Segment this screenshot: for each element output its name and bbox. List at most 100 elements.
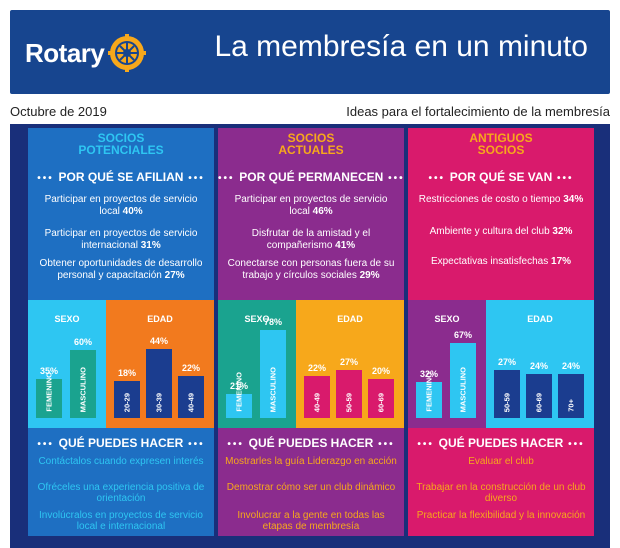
reason-text: Disfrutar de la amistad y el compañerism…	[251, 228, 371, 251]
sex-bar: 67% MASCULINO	[450, 330, 476, 418]
sex-box: SEXO 35% FEMENINO 60% MASCULINO	[28, 300, 106, 428]
tip-item: Mostrarles la guía Liderazgo en acción	[225, 456, 397, 467]
tip-item: Ofréceles una experiencia positiva de or…	[37, 482, 205, 504]
reason-text: Participar en proyectos de servicio inte…	[44, 228, 198, 251]
tips-heading-text: QUÉ PUEDES HACER	[438, 436, 564, 450]
reason-text: Participar en proyectos de servicio loca…	[234, 194, 388, 217]
reason-percent: 32%	[552, 226, 573, 237]
tagline: Ideas para el fortalecimiento de la memb…	[346, 104, 610, 119]
reason-percent: 29%	[359, 270, 380, 281]
page-header: Rotary La membresía en un minuto	[10, 10, 610, 94]
tips-heading: ••• QUÉ PUEDES HACER •••	[218, 436, 404, 450]
age-bar: 22% 40-49	[304, 363, 330, 418]
rotary-logo[interactable]: Rotary	[25, 34, 147, 72]
age-label: EDAD	[337, 314, 363, 324]
reason-item: Participar en proyectos de servicio loca…	[36, 194, 206, 218]
reason-item: Ambiente y cultura del club 32%	[416, 226, 586, 238]
reason-text: Participar en proyectos de servicio loca…	[44, 194, 198, 217]
bar-value: 32%	[419, 369, 438, 379]
age-bar: 20% 60-69	[368, 366, 394, 418]
reason-percent: 41%	[335, 240, 356, 251]
bar-value: 44%	[149, 336, 168, 346]
bar-label: 60-69	[534, 392, 544, 412]
reason-item: Conectarse con personas fuera de su trab…	[226, 258, 396, 282]
dots-left: •••	[227, 439, 249, 450]
age-bar: 22% 40-49	[178, 363, 204, 418]
age-bar: 18% 20-29	[114, 368, 140, 418]
dots-left: •••	[37, 173, 59, 184]
dots-right: •••	[563, 439, 585, 450]
demographics-band: SEXO 35% FEMENINO 60% MASCULINO EDAD 18% 20-29 4…	[28, 300, 214, 428]
column-2: SOCIOS ACTUALES ••• POR QUÉ PERMANECEN ••…	[218, 128, 404, 536]
infographic: SOCIOS POTENCIALES ••• POR QUÉ SE AFILIAN…	[10, 124, 610, 548]
sex-label: SEXO	[54, 314, 80, 324]
reason-item: Disfrutar de la amistad y el compañerism…	[226, 228, 396, 252]
tips-heading: ••• QUÉ PUEDES HACER •••	[408, 436, 594, 450]
age-box: EDAD 27% 50-59 24% 60-69 24% 70+	[486, 300, 594, 428]
sex-box: SEXO 21% FEMENINO 78% MASCULINO	[218, 300, 296, 428]
reason-item: Participar en proyectos de servicio inte…	[36, 228, 206, 252]
reasons-heading: ••• POR QUÉ PERMANECEN •••	[218, 170, 404, 184]
reason-item: Participar en proyectos de servicio loca…	[226, 194, 396, 218]
bar-label: FEMENINO	[234, 372, 244, 412]
page-title: La membresía en un minuto	[214, 30, 588, 63]
bar-label: 50-59	[502, 392, 512, 412]
tip-item: Demostrar cómo ser un club dinámico	[226, 482, 396, 493]
bar-value: 22%	[307, 363, 326, 373]
age-label: EDAD	[527, 314, 553, 324]
bar-label: 40-49	[186, 392, 196, 412]
bar-value: 20%	[371, 366, 390, 376]
column-1: SOCIOS POTENCIALES ••• POR QUÉ SE AFILIAN…	[28, 128, 214, 536]
sex-bar: 35% FEMENINO	[36, 366, 62, 418]
age-label: EDAD	[147, 314, 173, 324]
bar-label: 30-39	[154, 392, 164, 412]
tip-item: Practicar la flexibilidad y la innovació…	[416, 510, 586, 521]
reason-text: Ambiente y cultura del club	[429, 226, 550, 237]
bar-value: 18%	[117, 368, 136, 378]
tip-item: Trabajar en la construcción de un club d…	[416, 482, 586, 504]
bar-value: 27%	[339, 357, 358, 367]
age-box: EDAD 18% 20-29 44% 30-39 22% 40-49	[106, 300, 214, 428]
bar-value: 22%	[181, 363, 200, 373]
sex-bar: 21% FEMENINO	[226, 372, 252, 418]
bar-value: 35%	[39, 366, 58, 376]
bar-label: MASCULINO	[78, 366, 88, 412]
dots-left: •••	[37, 439, 59, 450]
bar-value: 24%	[561, 361, 580, 371]
dots-left: •••	[218, 173, 240, 184]
reason-text: Expectativas insatisfechas	[430, 256, 549, 267]
reason-item: Restricciones de costo o tiempo 34%	[416, 194, 586, 206]
bar-value: 60%	[73, 337, 92, 347]
bar-label: 20-29	[122, 392, 132, 412]
bar-value: 27%	[497, 357, 516, 367]
age-bar: 27% 50-59	[336, 357, 362, 418]
demographics-band: SEXO 21% FEMENINO 78% MASCULINO EDAD 22% 40-49 2…	[218, 300, 404, 428]
dots-left: •••	[428, 173, 450, 184]
bar-label: MASCULINO	[458, 366, 468, 412]
tip-item: Evaluar el club	[468, 456, 534, 467]
dots-left: •••	[417, 439, 439, 450]
reason-text: Obtener oportunidades de desarrollo pers…	[39, 258, 203, 281]
tip-item: Contáctalos cuando expresen interés	[38, 456, 204, 467]
bar-value: 24%	[529, 361, 548, 371]
reason-item: Expectativas insatisfechas 17%	[416, 256, 586, 268]
reason-percent: 31%	[140, 240, 161, 251]
reason-percent: 46%	[312, 206, 333, 217]
age-bar: 27% 50-59	[494, 357, 520, 418]
reasons-heading: ••• POR QUÉ SE VAN •••	[408, 170, 594, 184]
reasons-heading: ••• POR QUÉ SE AFILIAN •••	[28, 170, 214, 184]
dots-right: •••	[383, 173, 405, 184]
reasons-heading-text: POR QUÉ PERMANECEN	[239, 170, 384, 184]
sex-bar: 60% MASCULINO	[70, 337, 96, 418]
bar-value: 67%	[453, 330, 472, 340]
demographics-band: SEXO 32% FEMENINO 67% MASCULINO EDAD 27% 50-59 2…	[408, 300, 594, 428]
sex-bar: 32% FEMENINO	[416, 369, 442, 418]
column-title: SOCIOS POTENCIALES	[78, 131, 164, 157]
reason-percent: 17%	[551, 256, 572, 267]
reasons-heading-text: POR QUÉ SE VAN	[449, 170, 553, 184]
age-box: EDAD 22% 40-49 27% 50-59 20% 60-69	[296, 300, 404, 428]
reason-percent: 40%	[122, 206, 143, 217]
bar-value: 21%	[229, 381, 248, 391]
reason-percent: 34%	[563, 194, 584, 205]
dots-right: •••	[373, 439, 395, 450]
